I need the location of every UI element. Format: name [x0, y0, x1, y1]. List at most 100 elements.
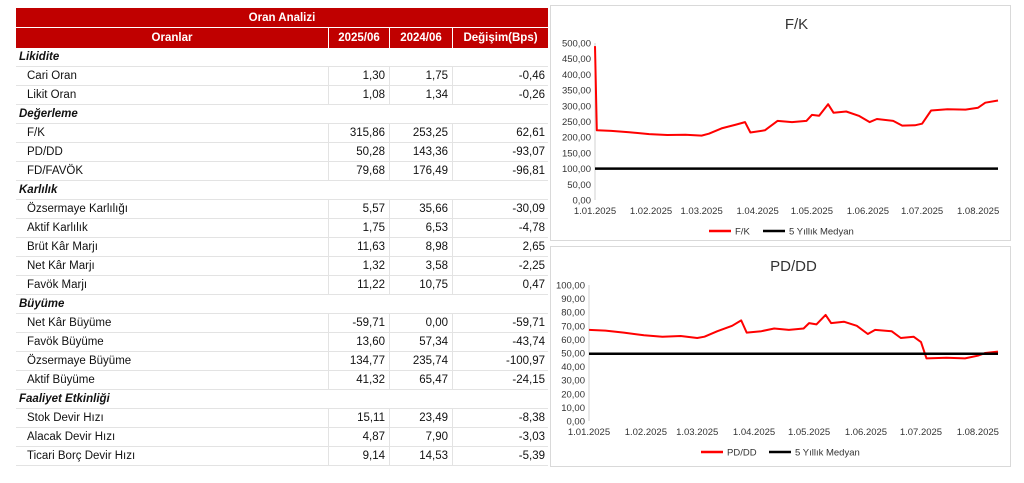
- value-2025-06-cell: 79,68: [328, 162, 389, 180]
- x-tick-label: 1.02.2025: [630, 206, 672, 217]
- value-2024-06-cell: 235,74: [389, 352, 452, 370]
- table-title: Oran Analizi: [248, 12, 316, 24]
- legend-label: F/K: [735, 227, 750, 238]
- ratio-name-cell: Net Kâr Büyüme: [27, 317, 112, 329]
- value-2024-06-cell: 1,34: [389, 86, 452, 104]
- value-2025-06-cell: 4,87: [328, 428, 389, 446]
- ratio-name-cell: Favök Marjı: [27, 279, 88, 291]
- y-tick-label: 90,00: [561, 294, 585, 305]
- x-tick-label: 1.02.2025: [625, 427, 667, 438]
- value-2025-06-cell: 11,22: [328, 276, 389, 294]
- value-2024-06-cell: 3,58: [389, 257, 452, 275]
- table-row: Aktif Büyüme 41,32 65,47 -24,15: [16, 371, 548, 390]
- legend-label: 5 Yıllık Medyan: [795, 448, 860, 459]
- value-2024-06-cell: 143,36: [389, 143, 452, 161]
- value-2025-06-cell: 50,28: [328, 143, 389, 161]
- table-row: Net Kâr Marjı 1,32 3,58 -2,25: [16, 257, 548, 276]
- ratio-name-cell: Stok Devir Hızı: [27, 412, 104, 424]
- legend-label: PD/DD: [727, 448, 757, 459]
- value-2025-06-cell: 5,57: [328, 200, 389, 218]
- pb-ratio-chart-svg: PD/DD 0,00 10,00 20,00 30,00 40,00 50,00 60,00 7…: [556, 258, 999, 459]
- y-tick-label: 100,00: [562, 164, 591, 175]
- series-line-ratio: [594, 46, 999, 137]
- value-2024-06-cell: 0,00: [389, 314, 452, 332]
- x-tick-label: 1.07.2025: [901, 206, 943, 217]
- table-row: FD/FAVÖK 79,68 176,49 -96,81: [16, 162, 548, 181]
- section-title: Faaliyet Etkinliği: [19, 393, 110, 405]
- x-tick-label: 1.03.2025: [676, 427, 718, 438]
- table-header-row: Oranlar 2025/06 2024/06 Değişim(Bps): [16, 28, 548, 48]
- y-tick-label: 500,00: [562, 39, 591, 50]
- pe-ratio-chart: F/K 0,00 50,00 100,00 150,00 200,00 250,00 300,…: [550, 5, 1011, 241]
- value-2024-06-cell: 253,25: [389, 124, 452, 142]
- value-2024-06-cell: 23,49: [389, 409, 452, 427]
- y-tick-label: 10,00: [561, 403, 585, 414]
- change-cell: -93,07: [452, 143, 548, 161]
- column-header-2025-06: 2025/06: [328, 28, 389, 48]
- value-2024-06-cell: 1,75: [389, 67, 452, 85]
- x-tick-label: 1.03.2025: [680, 206, 722, 217]
- table-row: F/K 315,86 253,25 62,61: [16, 124, 548, 143]
- table-row: Ticari Borç Devir Hızı 9,14 14,53 -5,39: [16, 447, 548, 466]
- ratio-name-cell: Aktif Karlılık: [27, 222, 88, 234]
- y-tick-label: 350,00: [562, 86, 591, 97]
- column-header-2024-06: 2024/06: [389, 28, 452, 48]
- ratio-name-cell: Likit Oran: [27, 89, 77, 101]
- series-line-ratio: [588, 313, 999, 360]
- value-2025-06-cell: 41,32: [328, 371, 389, 389]
- value-2025-06-cell: 1,30: [328, 67, 389, 85]
- ratio-name-cell: Ticari Borç Devir Hızı: [27, 450, 136, 462]
- x-tick-label: 1.06.2025: [845, 427, 887, 438]
- table-row: Net Kâr Büyüme -59,71 0,00 -59,71: [16, 314, 548, 333]
- change-cell: 62,61: [452, 124, 548, 142]
- pe-ratio-chart-svg: F/K 0,00 50,00 100,00 150,00 200,00 250,00 300,…: [562, 16, 999, 238]
- x-tick-label: 1.05.2025: [791, 206, 833, 217]
- ratio-name-cell: Alacak Devir Hızı: [27, 431, 116, 443]
- table-row: Özsermaye Büyüme 134,77 235,74 -100,97: [16, 352, 548, 371]
- y-tick-label: 250,00: [562, 117, 591, 128]
- section-title: Değerleme: [19, 108, 78, 120]
- value-2024-06-cell: 57,34: [389, 333, 452, 351]
- value-2025-06-cell: 1,32: [328, 257, 389, 275]
- section-row: Karlılık: [16, 181, 548, 200]
- value-2025-06-cell: 9,14: [328, 447, 389, 465]
- y-tick-label: 400,00: [562, 70, 591, 81]
- section-title: Karlılık: [19, 184, 58, 196]
- table-row: Brüt Kâr Marjı 11,63 8,98 2,65: [16, 238, 548, 257]
- table-row: PD/DD 50,28 143,36 -93,07: [16, 143, 548, 162]
- change-cell: -3,03: [452, 428, 548, 446]
- y-tick-label: 200,00: [562, 133, 591, 144]
- value-2024-06-cell: 14,53: [389, 447, 452, 465]
- ratio-name-cell: FD/FAVÖK: [27, 165, 84, 177]
- section-row: Değerleme: [16, 105, 548, 124]
- y-tick-label: 20,00: [561, 389, 585, 400]
- change-cell: 2,65: [452, 238, 548, 256]
- x-tick-label: 1.05.2025: [788, 427, 830, 438]
- x-tick-label: 1.08.2025: [957, 427, 999, 438]
- y-tick-label: 0,00: [567, 417, 586, 428]
- value-2024-06-cell: 8,98: [389, 238, 452, 256]
- section-row: Büyüme: [16, 295, 548, 314]
- change-cell: -96,81: [452, 162, 548, 180]
- y-tick-label: 70,00: [561, 321, 585, 332]
- table-row: Cari Oran 1,30 1,75 -0,46: [16, 67, 548, 86]
- y-tick-label: 30,00: [561, 376, 585, 387]
- value-2025-06-cell: 11,63: [328, 238, 389, 256]
- ratio-name-cell: Özsermaye Büyüme: [27, 355, 132, 367]
- legend-label: 5 Yıllık Medyan: [789, 227, 854, 238]
- change-cell: -0,26: [452, 86, 548, 104]
- value-2024-06-cell: 65,47: [389, 371, 452, 389]
- column-header-ratios: Oranlar: [151, 32, 193, 44]
- y-tick-label: 300,00: [562, 101, 591, 112]
- x-tick-label: 1.07.2025: [900, 427, 942, 438]
- table-row: Aktif Karlılık 1,75 6,53 -4,78: [16, 219, 548, 238]
- table-title-row: Oran Analizi: [16, 8, 548, 28]
- x-tick-label: 1.01.2025: [574, 206, 616, 217]
- value-2025-06-cell: 315,86: [328, 124, 389, 142]
- table-row: Favök Marjı 11,22 10,75 0,47: [16, 276, 548, 295]
- table-row: Likit Oran 1,08 1,34 -0,26: [16, 86, 548, 105]
- value-2025-06-cell: 1,08: [328, 86, 389, 104]
- ratio-name-cell: F/K: [27, 127, 45, 139]
- y-tick-label: 40,00: [561, 362, 585, 373]
- value-2025-06-cell: 1,75: [328, 219, 389, 237]
